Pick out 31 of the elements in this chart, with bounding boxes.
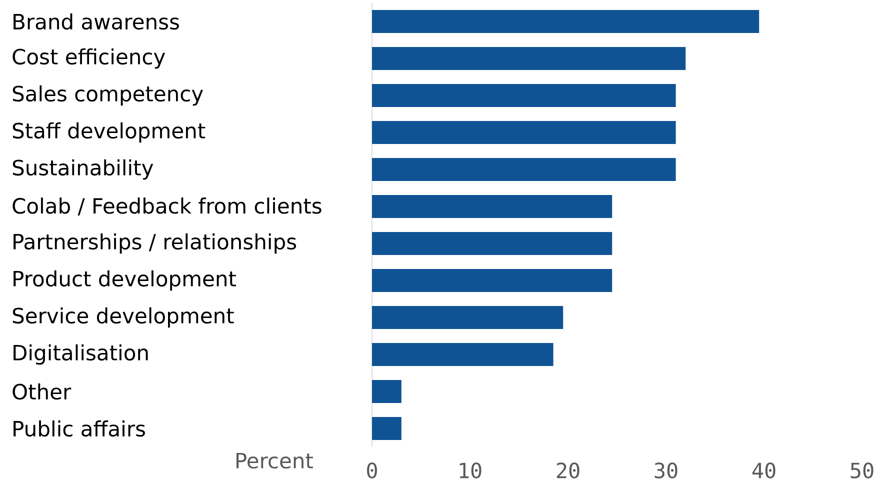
x-tick-label: 10 [460, 462, 482, 478]
y-tick-label: Sales competency [12, 85, 204, 106]
bar [372, 232, 612, 255]
y-tick-label: Other [12, 383, 72, 400]
bar [372, 47, 686, 70]
y-tick-label: Sustainability [12, 159, 154, 180]
bar [372, 417, 402, 440]
bar [372, 195, 612, 218]
bar [372, 84, 676, 107]
bar [372, 343, 554, 366]
x-tick-label: 0 [367, 462, 377, 478]
y-tick-label: Partnerships / relationships [14, 233, 296, 254]
x-tick-label: 30 [654, 462, 678, 478]
bar [372, 269, 612, 292]
bar [372, 306, 564, 329]
y-tick-label: Cost efficiency [12, 48, 166, 69]
bar [372, 158, 676, 181]
bar [372, 10, 760, 33]
bar [372, 121, 676, 144]
x-axis-title: Percent [236, 452, 313, 469]
y-tick-label: Staff development [12, 122, 206, 143]
x-tick-label: 20 [556, 462, 580, 478]
y-tick-label: Public affairs [14, 420, 145, 437]
y-tick-label: Service development [12, 307, 234, 328]
x-tick-label: 50 [850, 462, 874, 478]
y-tick-label: Colab / Feedback from clients [12, 198, 322, 216]
y-tick-label: Digitalisation [14, 344, 148, 365]
y-tick-label: Product development [14, 270, 236, 291]
x-tick-label: 40 [752, 462, 776, 478]
y-tick-label: Brand awarenss [14, 13, 179, 30]
bar [372, 380, 402, 403]
